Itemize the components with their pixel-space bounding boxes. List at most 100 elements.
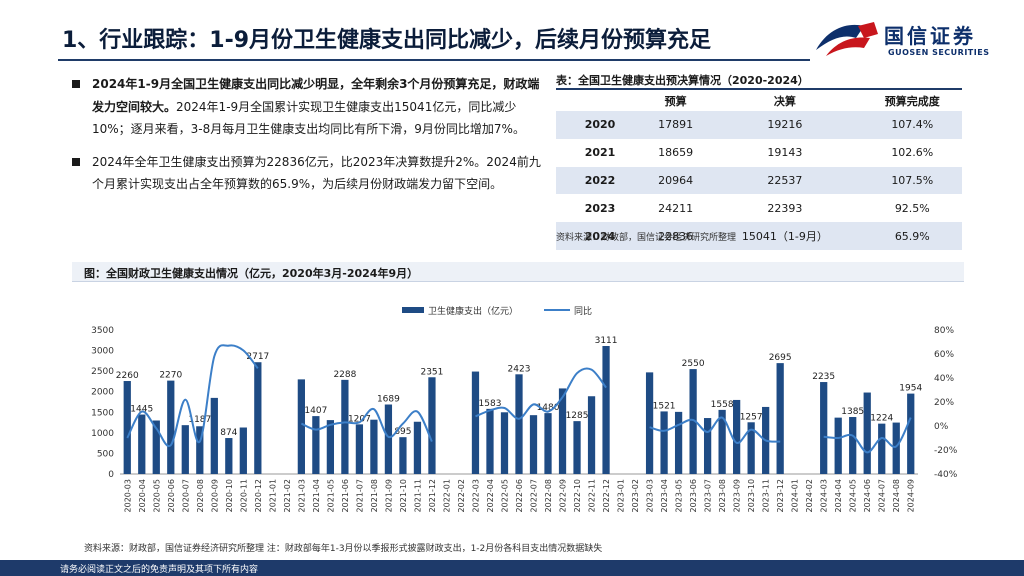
table-cell: 22836 — [658, 229, 694, 243]
table-cell: 24211 — [658, 201, 694, 215]
table-cell-year: 2021 — [584, 146, 616, 160]
title-divider — [58, 59, 810, 61]
y-left-tick-label: 1500 — [91, 408, 114, 418]
x-tick-label: 2022-12 — [602, 479, 611, 512]
x-tick-label: 2021-12 — [428, 479, 437, 512]
x-tick-label: 2020-06 — [167, 479, 176, 512]
bar — [254, 362, 262, 474]
bar-data-label: 2550 — [682, 359, 705, 369]
x-tick-label: 2023-03 — [646, 479, 655, 512]
y-left-tick-label: 3500 — [91, 326, 114, 336]
table-header-cell: 预算 — [664, 94, 687, 108]
x-tick-label: 2021-06 — [341, 479, 350, 512]
table-cell: 22393 — [767, 201, 803, 215]
bar — [544, 413, 552, 474]
bar — [718, 409, 726, 474]
x-tick-label: 2021-07 — [355, 479, 364, 512]
x-tick-label: 2020-05 — [152, 479, 161, 512]
chart-source-note: 资料来源：财政部，国信证券经济研究所整理 注：财政部每年1-3月份以季报形式披露… — [84, 544, 603, 554]
x-tick-label: 2020-08 — [196, 479, 205, 512]
y-left-tick-label: 2000 — [91, 388, 114, 398]
table-header-cell — [556, 90, 644, 111]
bar-data-label: 2235 — [812, 372, 835, 382]
x-tick-label: 2021-09 — [384, 479, 393, 512]
bar — [500, 412, 509, 474]
bar — [645, 372, 654, 474]
x-tick-label: 2020-11 — [239, 479, 248, 512]
bar-data-label: 1445 — [130, 405, 153, 415]
x-tick-label: 2021-02 — [283, 479, 292, 512]
bar-data-label: 1521 — [653, 401, 676, 411]
y-right-tick-label: 60% — [934, 350, 954, 360]
bar-data-label: 2423 — [508, 364, 531, 374]
x-tick-label: 2021-08 — [370, 479, 379, 512]
bullet-item: 2024年1-9月全国卫生健康支出同比减少明显，全年剩余3个月份预算充足，财政端… — [72, 73, 542, 141]
bar — [181, 425, 189, 474]
bar-data-label: 2260 — [116, 371, 139, 381]
x-tick-label: 2021-04 — [312, 479, 321, 512]
logo-text-en: GUOSEN SECURITIES — [888, 48, 990, 57]
bullet-square-icon — [72, 80, 80, 88]
yoy-line — [475, 367, 607, 420]
logo-text-cn: 国信证券 — [884, 24, 976, 48]
bar-data-label: 895 — [394, 427, 411, 437]
x-tick-label: 2020-12 — [254, 479, 263, 512]
x-tick-label: 2020-03 — [123, 479, 132, 512]
bar-data-label: 1285 — [566, 411, 589, 421]
bullet-body: 2024年1-9月全国累计实现卫生健康支出15041亿元，同比减少10%；逐月来… — [92, 99, 525, 137]
x-tick-label: 2023-01 — [617, 479, 626, 512]
y-right-tick-label: -20% — [934, 446, 958, 456]
x-tick-label: 2022-06 — [515, 479, 524, 512]
bullet-body: 2024年全年卫生健康支出预算为22836亿元，比2023年决算数提升2%。20… — [92, 154, 541, 192]
table-cell: 18659 — [658, 146, 694, 160]
bar — [428, 377, 436, 474]
legend-label-bars: 卫生健康支出（亿元） — [428, 305, 518, 317]
x-tick-label: 2023-11 — [762, 479, 771, 512]
bar-data-label: 1385 — [841, 407, 864, 417]
bar — [355, 424, 364, 474]
summary-bullets: 2024年1-9月全国卫生健康支出同比减少明显，全年剩余3个月份预算充足，财政端… — [72, 73, 542, 206]
bar — [326, 420, 335, 474]
x-tick-label: 2020-09 — [210, 479, 219, 512]
bar — [167, 380, 175, 474]
table-header-row: 预算 决算 预算完成度 — [556, 90, 962, 111]
bar — [733, 399, 741, 474]
bar — [703, 418, 712, 474]
table-row: 2023 24211 22393 92.5% — [556, 194, 962, 222]
table-row: 2021 18659 19143 102.6% — [556, 139, 962, 167]
x-tick-label: 2023-02 — [631, 479, 640, 512]
table-cell: 65.9% — [894, 229, 930, 243]
bar — [413, 421, 422, 474]
bar — [747, 422, 755, 474]
bar-data-label: 1187 — [188, 415, 211, 425]
x-tick-label: 2021-11 — [413, 479, 422, 512]
bar-data-label: 1207 — [348, 414, 371, 424]
table-cell: 17891 — [658, 118, 694, 132]
guosen-logo-icon — [816, 22, 878, 56]
x-tick-label: 2022-11 — [588, 479, 597, 512]
x-tick-label: 2023-07 — [704, 479, 713, 512]
bar — [196, 426, 204, 474]
bar — [820, 382, 828, 474]
x-tick-label: 2023-04 — [660, 479, 669, 512]
x-tick-label: 2021-01 — [268, 479, 277, 512]
table-cell-year: 2022 — [584, 173, 616, 187]
y-left-tick-label: 0 — [108, 470, 114, 480]
table-caption-divider — [556, 88, 962, 90]
x-tick-label: 2024-02 — [805, 479, 814, 512]
x-tick-label: 2024-05 — [849, 479, 858, 512]
table-cell: 20964 — [658, 173, 694, 187]
bar — [312, 416, 320, 474]
bar-data-label: 2695 — [769, 353, 792, 363]
table-row: 2020 17891 19216 107.4% — [556, 111, 962, 139]
bar — [587, 396, 596, 474]
bar — [776, 363, 784, 474]
chart-caption: 图：全国财政卫生健康支出情况（亿元，2020年3月-2024年9月） — [84, 267, 419, 280]
bar-data-label: 1407 — [304, 406, 327, 416]
bar — [384, 404, 393, 474]
bar — [486, 408, 494, 474]
budget-table: 预算 决算 预算完成度 2020 17891 19216 107.4% 2021… — [556, 90, 962, 250]
bullet-square-icon — [72, 157, 80, 166]
table-cell: 107.5% — [891, 173, 934, 187]
x-tick-label: 2023-12 — [776, 479, 785, 512]
